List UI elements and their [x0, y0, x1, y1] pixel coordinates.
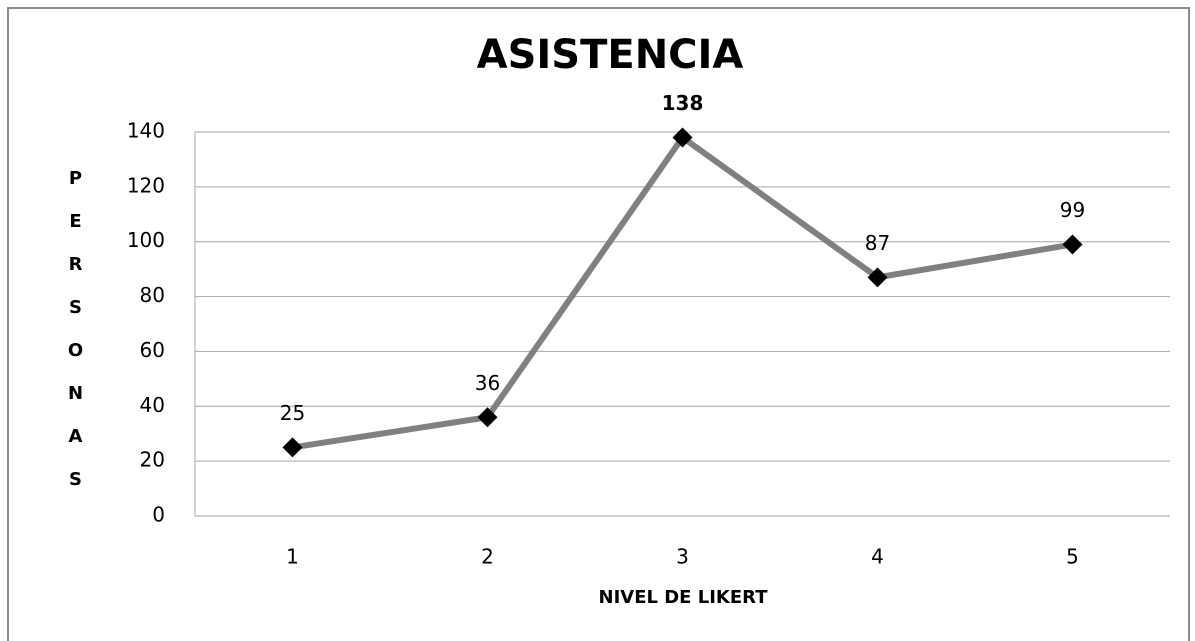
data-label: 87	[865, 231, 890, 255]
x-tick-label: 1	[286, 545, 299, 569]
x-axis-label: NIVEL DE LIKERT	[599, 587, 769, 608]
marker	[282, 437, 303, 458]
line	[292, 134, 1073, 451]
x-tick-label: 2	[481, 545, 494, 569]
marker	[867, 267, 888, 288]
marker	[1062, 234, 1083, 255]
y-tick-label: 80	[140, 283, 165, 307]
x-tick-label: 3	[676, 545, 689, 569]
y-tick-label: 120	[127, 173, 165, 197]
marker	[672, 127, 693, 148]
data-label: 36	[475, 371, 500, 395]
y-tick-label: 40	[140, 393, 165, 417]
y-tick-label: 140	[127, 119, 165, 143]
marker	[477, 407, 498, 428]
data-label: 99	[1060, 198, 1085, 222]
y-tick-label: 60	[140, 338, 165, 362]
frame	[7, 7, 1190, 641]
y-axis-label: PERSONAS	[65, 168, 86, 512]
y-tick-label: 20	[140, 448, 165, 472]
y-tick-label: 0	[152, 503, 165, 527]
y-tick-label: 100	[127, 228, 165, 252]
chart-title: ASISTENCIA	[477, 32, 744, 78]
data-label: 138	[662, 91, 704, 115]
x-tick-label: 4	[871, 545, 884, 569]
x-tick-label: 5	[1066, 545, 1079, 569]
data-label: 25	[280, 401, 305, 425]
